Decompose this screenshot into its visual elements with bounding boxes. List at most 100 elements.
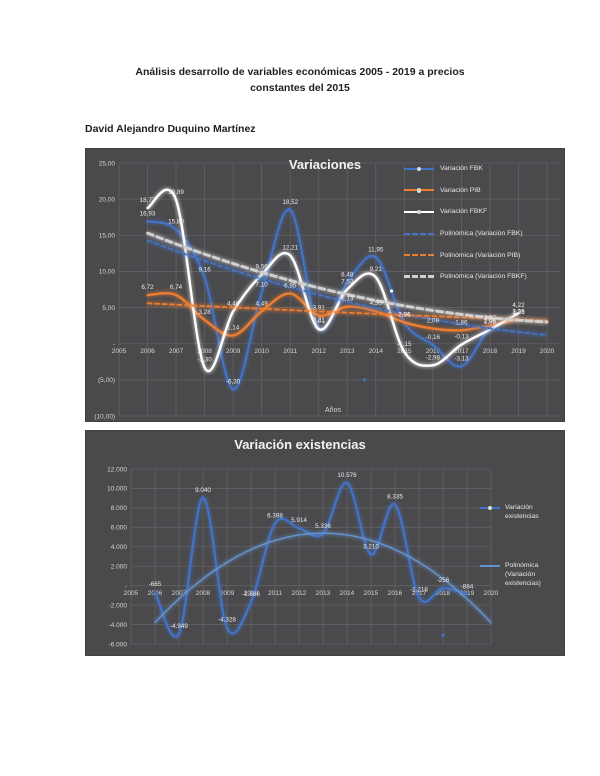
svg-text:10.576: 10.576 (337, 472, 357, 479)
svg-text:2013: 2013 (316, 590, 331, 597)
svg-text:12.000: 12.000 (107, 466, 127, 473)
svg-text:2014: 2014 (369, 348, 384, 355)
svg-text:2,21: 2,21 (313, 317, 326, 324)
legend-label: Variación FBKF (440, 208, 488, 216)
svg-text:2012: 2012 (292, 590, 307, 597)
svg-text:15,00: 15,00 (99, 233, 116, 240)
dashed-line-sample-icon (404, 254, 434, 257)
svg-text:4,46: 4,46 (227, 300, 240, 307)
page-title: Análisis desarrollo de variables económi… (0, 64, 600, 96)
svg-text:3,28: 3,28 (198, 309, 211, 316)
svg-text:5.914: 5.914 (291, 517, 307, 524)
svg-text:3.210: 3.210 (363, 543, 379, 550)
svg-text:19,89: 19,89 (168, 189, 184, 196)
svg-text:(10,00): (10,00) (94, 413, 115, 420)
svg-text:2013: 2013 (340, 348, 355, 355)
svg-text:2009: 2009 (220, 590, 235, 597)
variacion-existencias-chart: 12.000 10.000 8.000 6.000 4.000 2.000 - -2.000 -… (85, 430, 565, 656)
svg-text:1,96: 1,96 (484, 319, 497, 326)
legend-item-polinomica-existencias: Polinómica (Variación existencias) (480, 561, 564, 588)
svg-text:2010: 2010 (244, 590, 259, 597)
svg-text:Años: Años (325, 407, 341, 414)
dashed-line-sample-icon (404, 232, 434, 235)
svg-text:10.000: 10.000 (107, 486, 127, 493)
svg-text:-1.218: -1.218 (410, 587, 428, 594)
legend-item-polinomica-fbk: Polinómica (Variación FBK) (404, 223, 527, 245)
svg-text:6.000: 6.000 (111, 525, 128, 532)
svg-text:2012: 2012 (311, 348, 326, 355)
svg-text:7,53: 7,53 (341, 278, 354, 285)
svg-text:2,91: 2,91 (398, 312, 411, 319)
legend-item-variacion-fbkf: Variación FBKF (404, 201, 527, 223)
svg-text:2016: 2016 (388, 590, 403, 597)
svg-text:2018: 2018 (436, 590, 451, 597)
svg-text:-2,98: -2,98 (426, 354, 441, 361)
svg-text:2016: 2016 (426, 348, 441, 355)
svg-text:10,00: 10,00 (99, 269, 116, 276)
svg-text:4,50: 4,50 (370, 300, 383, 307)
legend-label: Polinómica (Variación FBK) (440, 230, 523, 238)
svg-text:15,80: 15,80 (168, 219, 184, 226)
svg-text:-256: -256 (437, 577, 450, 584)
svg-text:2007: 2007 (172, 590, 187, 597)
svg-text:16,93: 16,93 (140, 210, 156, 217)
svg-text:7,10: 7,10 (256, 281, 269, 288)
svg-text:2,52: 2,52 (484, 314, 497, 321)
svg-text:2007: 2007 (169, 348, 184, 355)
svg-text:2.000: 2.000 (111, 564, 128, 571)
svg-text:2020: 2020 (540, 348, 555, 355)
svg-text:9.040: 9.040 (195, 487, 211, 494)
legend-label: Polinómica (Variación PIB) (440, 251, 521, 259)
svg-text:2005: 2005 (124, 590, 139, 597)
svg-text:20,00: 20,00 (99, 196, 116, 203)
svg-text:6.398: 6.398 (267, 512, 283, 519)
legend-label: Variación FBK (440, 165, 483, 173)
svg-text:4.000: 4.000 (111, 544, 128, 551)
marker-dot-icon (417, 188, 422, 193)
svg-text:4,22: 4,22 (512, 302, 525, 309)
svg-text:18,52: 18,52 (282, 199, 298, 206)
svg-text:-0,13: -0,13 (454, 334, 469, 341)
variacion-existencias-chart-title: Variación existencias (234, 437, 366, 452)
svg-text:3,91: 3,91 (313, 304, 326, 311)
svg-text:-6.000: -6.000 (109, 641, 128, 648)
variaciones-chart: 25,00 20,00 15,00 10,00 5,00 - (5,00) (10,00) 20… (85, 148, 565, 422)
svg-text:4,49: 4,49 (256, 300, 269, 307)
marker-dot-icon (417, 209, 422, 215)
line-sample-icon (404, 209, 434, 215)
svg-text:-4.949: -4.949 (170, 623, 188, 630)
svg-text:2,96: 2,96 (398, 311, 411, 318)
legend-label: Variación PIB (440, 186, 481, 194)
svg-text:9,56: 9,56 (256, 264, 269, 271)
svg-text:2006: 2006 (140, 348, 155, 355)
svg-text:11,95: 11,95 (368, 246, 384, 253)
legend-item-variacion-pib: Variación PIB (404, 180, 527, 202)
svg-text:-: - (125, 583, 127, 590)
dashed-line-sample-icon (404, 275, 434, 279)
svg-text:2014: 2014 (340, 590, 355, 597)
svg-text:18,77: 18,77 (140, 197, 156, 204)
svg-text:2011: 2011 (283, 348, 297, 355)
svg-text:-884: -884 (461, 583, 474, 590)
svg-text:-1,15: -1,15 (397, 341, 412, 348)
svg-text:8.335: 8.335 (387, 494, 403, 501)
legend-item-polinomica-pib: Polinómica (Variación PIB) (404, 244, 527, 266)
svg-text:5,13: 5,13 (341, 296, 354, 303)
svg-text:1,86: 1,86 (455, 319, 468, 326)
svg-text:6,95: 6,95 (284, 282, 297, 289)
page-title-line2: constantes del 2015 (250, 82, 350, 94)
svg-text:8,48: 8,48 (341, 271, 354, 278)
svg-text:1,14: 1,14 (227, 324, 240, 331)
svg-text:6,74: 6,74 (170, 284, 183, 291)
svg-text:(5,00): (5,00) (98, 377, 115, 384)
svg-text:-665: -665 (149, 581, 162, 588)
variacion-existencias-chart-canvas: 12.000 10.000 8.000 6.000 4.000 2.000 - -2.000 -… (107, 466, 499, 648)
variacion-existencias-legend: Variación existencias Polinómica (Variac… (480, 503, 564, 588)
svg-text:8.000: 8.000 (111, 505, 128, 512)
svg-text:-: - (113, 341, 115, 348)
svg-text:9,16: 9,16 (198, 267, 211, 274)
variaciones-chart-canvas: 25,00 20,00 15,00 10,00 5,00 - (5,00) (10,00) 20… (94, 160, 560, 420)
svg-text:2015: 2015 (364, 590, 379, 597)
svg-text:3,36: 3,36 (512, 308, 525, 315)
